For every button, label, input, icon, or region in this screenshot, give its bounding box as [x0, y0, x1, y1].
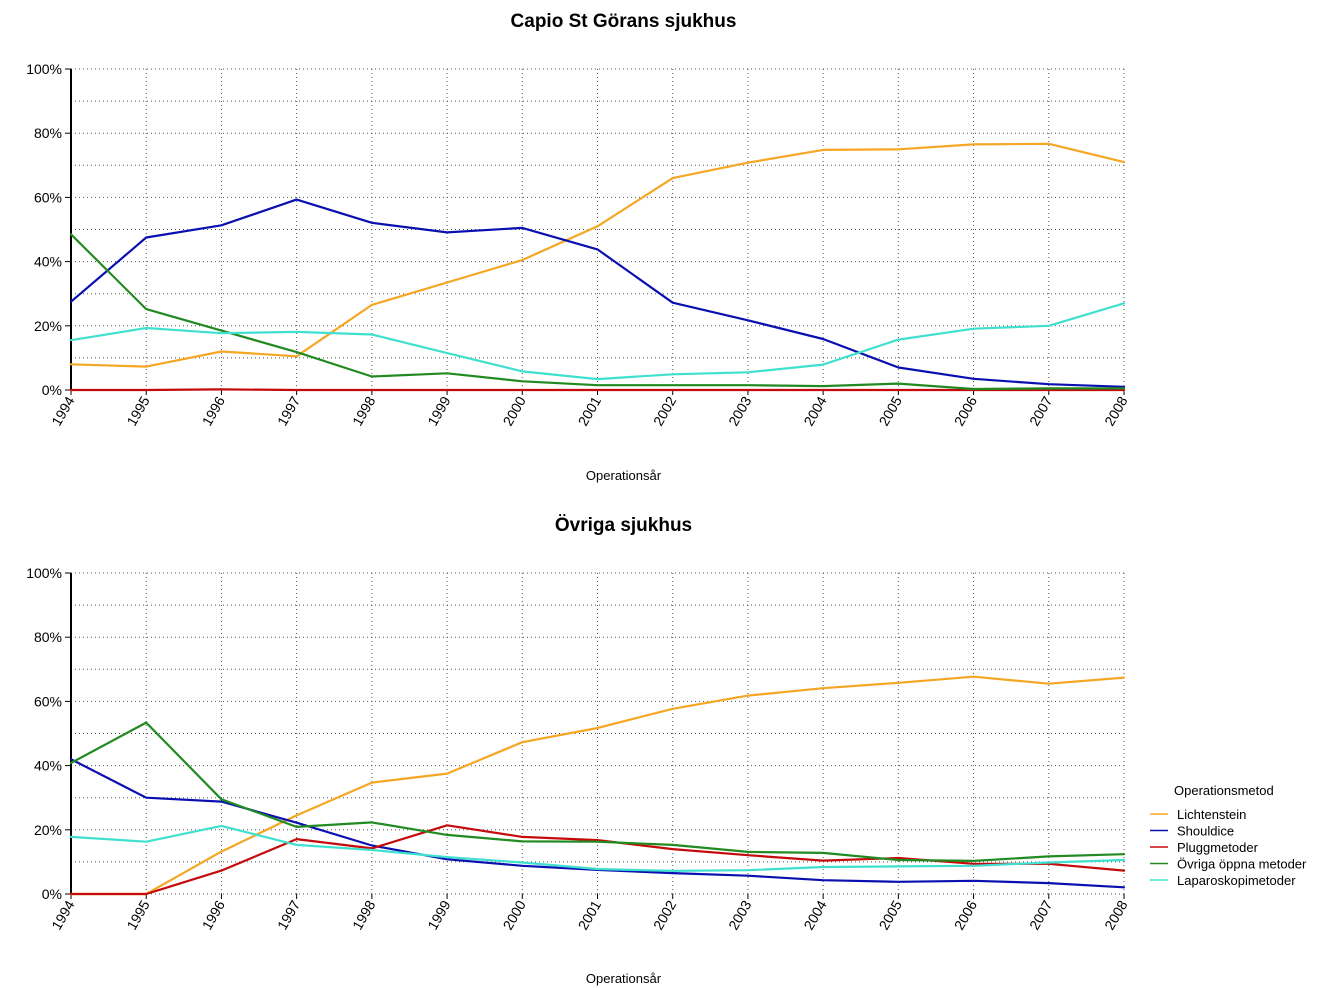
x-tick-label: 1995: [123, 393, 153, 428]
x-tick-label: 2003: [725, 393, 755, 428]
y-tick-label: 80%: [34, 125, 62, 141]
x-tick-label: 2006: [951, 897, 981, 932]
legend-item-label: Shouldice: [1177, 824, 1234, 839]
legend-item-label: Övriga öppna metoder: [1177, 857, 1307, 872]
x-tick-label: 2005: [876, 393, 906, 428]
x-tick-label: 1997: [274, 393, 304, 428]
x-tick-label: 1995: [123, 897, 153, 932]
x-tick-label: 2008: [1101, 897, 1131, 932]
series-line-shouldice: [69, 198, 1126, 388]
y-tick-label: 80%: [34, 629, 62, 645]
x-tick-label: 2000: [499, 393, 529, 428]
x-tick-label: 1994: [48, 897, 78, 932]
x-tick-label: 1999: [424, 393, 454, 428]
y-tick-label: 0%: [42, 382, 62, 398]
x-tick-label: 2007: [1026, 393, 1056, 428]
y-tick-label: 0%: [42, 886, 62, 902]
legend-item-label: Pluggmetoder: [1177, 840, 1259, 855]
series-line-lichtenstein: [69, 675, 1126, 896]
legend-item-label: Laparoskopimetoder: [1177, 873, 1296, 888]
y-tick-label: 40%: [34, 758, 62, 774]
x-tick-label: 2007: [1026, 897, 1056, 932]
x-tick-label: 2001: [575, 393, 605, 428]
x-tick-label: 1998: [349, 897, 379, 932]
y-tick-label: 20%: [34, 318, 62, 334]
chart-panel-2: Övriga sjukhus 0% 20% 40% 60% 80% 100% 1994 1995…: [26, 515, 1131, 986]
series-line-laparoskopimetoder: [69, 824, 1126, 873]
legend: Operationsmetod Lichtenstein ShouldicePlug…: [1150, 783, 1307, 888]
x-tick-label: 2005: [876, 897, 906, 932]
y-tick-label: 60%: [34, 189, 62, 205]
legend-title: Operationsmetod: [1174, 783, 1274, 798]
legend-item-label: Lichtenstein: [1177, 807, 1246, 822]
chart-title: Capio St Görans sjukhus: [511, 11, 737, 32]
x-tick-label: 2004: [800, 393, 830, 428]
y-tick-label: 100%: [26, 565, 62, 581]
series-line--vriga-ppna-metoder: [69, 233, 1126, 391]
chart-title: Övriga sjukhus: [555, 515, 692, 536]
x-axis-label: Operationsår: [586, 971, 662, 986]
x-tick-label: 2004: [800, 897, 830, 932]
x-tick-label: 1997: [274, 897, 304, 932]
x-tick-label: 1996: [199, 393, 229, 428]
y-tick-label: 100%: [26, 61, 62, 77]
x-tick-label: 1994: [48, 393, 78, 428]
series-line-pluggmetoder: [69, 824, 1126, 896]
x-tick-label: 2002: [650, 897, 680, 932]
x-tick-label: 2002: [650, 393, 680, 428]
x-tick-label: 2003: [725, 897, 755, 932]
x-tick-label: 2008: [1101, 393, 1131, 428]
x-tick-label: 1996: [199, 897, 229, 932]
y-tick-label: 20%: [34, 822, 62, 838]
x-tick-label: 2006: [951, 393, 981, 428]
y-tick-label: 60%: [34, 693, 62, 709]
x-tick-label: 1999: [424, 897, 454, 932]
x-tick-label: 2001: [575, 897, 605, 932]
series-line-laparoskopimetoder: [69, 302, 1126, 381]
series-line--vriga-ppna-metoder: [69, 721, 1126, 863]
series-line-lichtenstein: [69, 142, 1126, 368]
x-axis-label: Operationsår: [586, 468, 662, 483]
series-line-pluggmetoder: [69, 388, 1126, 392]
y-tick-label: 40%: [34, 254, 62, 270]
x-tick-label: 2000: [499, 897, 529, 932]
chart-panel-1: Capio St Görans sjukhus 0% 20% 40% 60% 80% 100…: [26, 11, 1131, 483]
x-tick-label: 1998: [349, 393, 379, 428]
